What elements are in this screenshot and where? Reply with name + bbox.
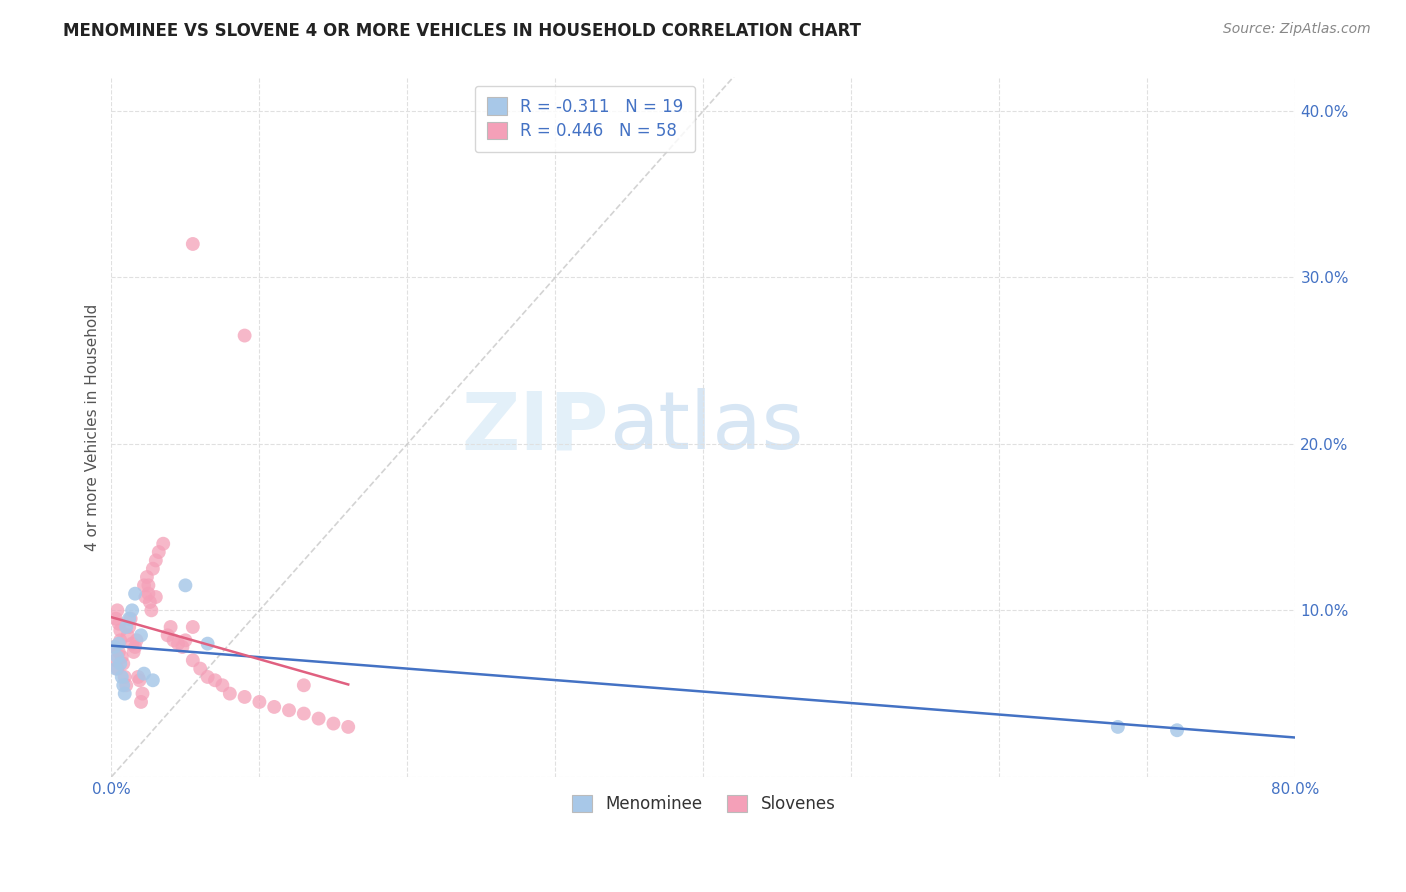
Point xyxy=(114,670,136,684)
Point xyxy=(110,633,132,648)
Point xyxy=(211,678,233,692)
Point xyxy=(156,628,179,642)
Point xyxy=(138,578,160,592)
Point xyxy=(174,633,197,648)
Point xyxy=(134,590,156,604)
Point xyxy=(136,570,159,584)
Point xyxy=(233,690,256,704)
Point xyxy=(145,590,167,604)
Point xyxy=(111,670,134,684)
Legend: Menominee, Slovenes: Menominee, Slovenes xyxy=(560,783,846,824)
Point xyxy=(308,712,330,726)
Point xyxy=(159,620,181,634)
Point xyxy=(108,637,131,651)
Point xyxy=(132,666,155,681)
Point xyxy=(141,603,163,617)
Point xyxy=(112,657,135,671)
Point xyxy=(131,687,153,701)
Point xyxy=(111,650,134,665)
Point xyxy=(105,603,128,617)
Point xyxy=(108,616,131,631)
Point xyxy=(233,328,256,343)
Point xyxy=(125,633,148,648)
Point xyxy=(112,678,135,692)
Text: MENOMINEE VS SLOVENE 4 OR MORE VEHICLES IN HOUSEHOLD CORRELATION CHART: MENOMINEE VS SLOVENE 4 OR MORE VEHICLES … xyxy=(63,22,862,40)
Point xyxy=(110,657,132,671)
Point xyxy=(138,587,160,601)
Point xyxy=(181,620,204,634)
Point xyxy=(105,662,128,676)
Y-axis label: 4 or more Vehicles in Household: 4 or more Vehicles in Household xyxy=(86,303,100,550)
Text: Source: ZipAtlas.com: Source: ZipAtlas.com xyxy=(1223,22,1371,37)
Point xyxy=(118,620,141,634)
Point xyxy=(197,637,219,651)
Point xyxy=(263,700,285,714)
Point xyxy=(117,628,139,642)
Point xyxy=(108,645,131,659)
Point xyxy=(204,673,226,688)
Point xyxy=(124,640,146,654)
Point xyxy=(278,703,301,717)
Text: ZIP: ZIP xyxy=(461,388,609,467)
Point xyxy=(337,720,360,734)
Point xyxy=(121,603,143,617)
Point xyxy=(188,662,211,676)
Point xyxy=(174,578,197,592)
Point xyxy=(148,545,170,559)
Point xyxy=(115,678,138,692)
Point xyxy=(118,612,141,626)
Point xyxy=(162,633,184,648)
Point xyxy=(292,706,315,721)
Point xyxy=(103,640,125,654)
Point xyxy=(322,716,344,731)
Point xyxy=(103,640,125,654)
Point xyxy=(127,670,149,684)
Point xyxy=(181,237,204,252)
Point xyxy=(110,624,132,638)
Point xyxy=(1107,720,1129,734)
Point xyxy=(197,670,219,684)
Point xyxy=(128,673,150,688)
Text: atlas: atlas xyxy=(609,388,803,467)
Point xyxy=(104,662,127,676)
Point xyxy=(142,673,165,688)
Point xyxy=(142,562,165,576)
Point xyxy=(124,587,146,601)
Point xyxy=(114,687,136,701)
Point xyxy=(152,537,174,551)
Point xyxy=(129,628,152,642)
Point xyxy=(121,637,143,651)
Point xyxy=(132,578,155,592)
Point xyxy=(172,640,194,654)
Point xyxy=(104,612,127,626)
Point xyxy=(115,620,138,634)
Point xyxy=(105,650,128,665)
Point xyxy=(129,695,152,709)
Point xyxy=(139,595,162,609)
Point xyxy=(145,553,167,567)
Point xyxy=(218,687,240,701)
Point xyxy=(120,612,142,626)
Point xyxy=(292,678,315,692)
Point xyxy=(167,637,190,651)
Point xyxy=(1166,723,1188,738)
Point xyxy=(249,695,271,709)
Point xyxy=(104,653,127,667)
Point xyxy=(122,645,145,659)
Point xyxy=(181,653,204,667)
